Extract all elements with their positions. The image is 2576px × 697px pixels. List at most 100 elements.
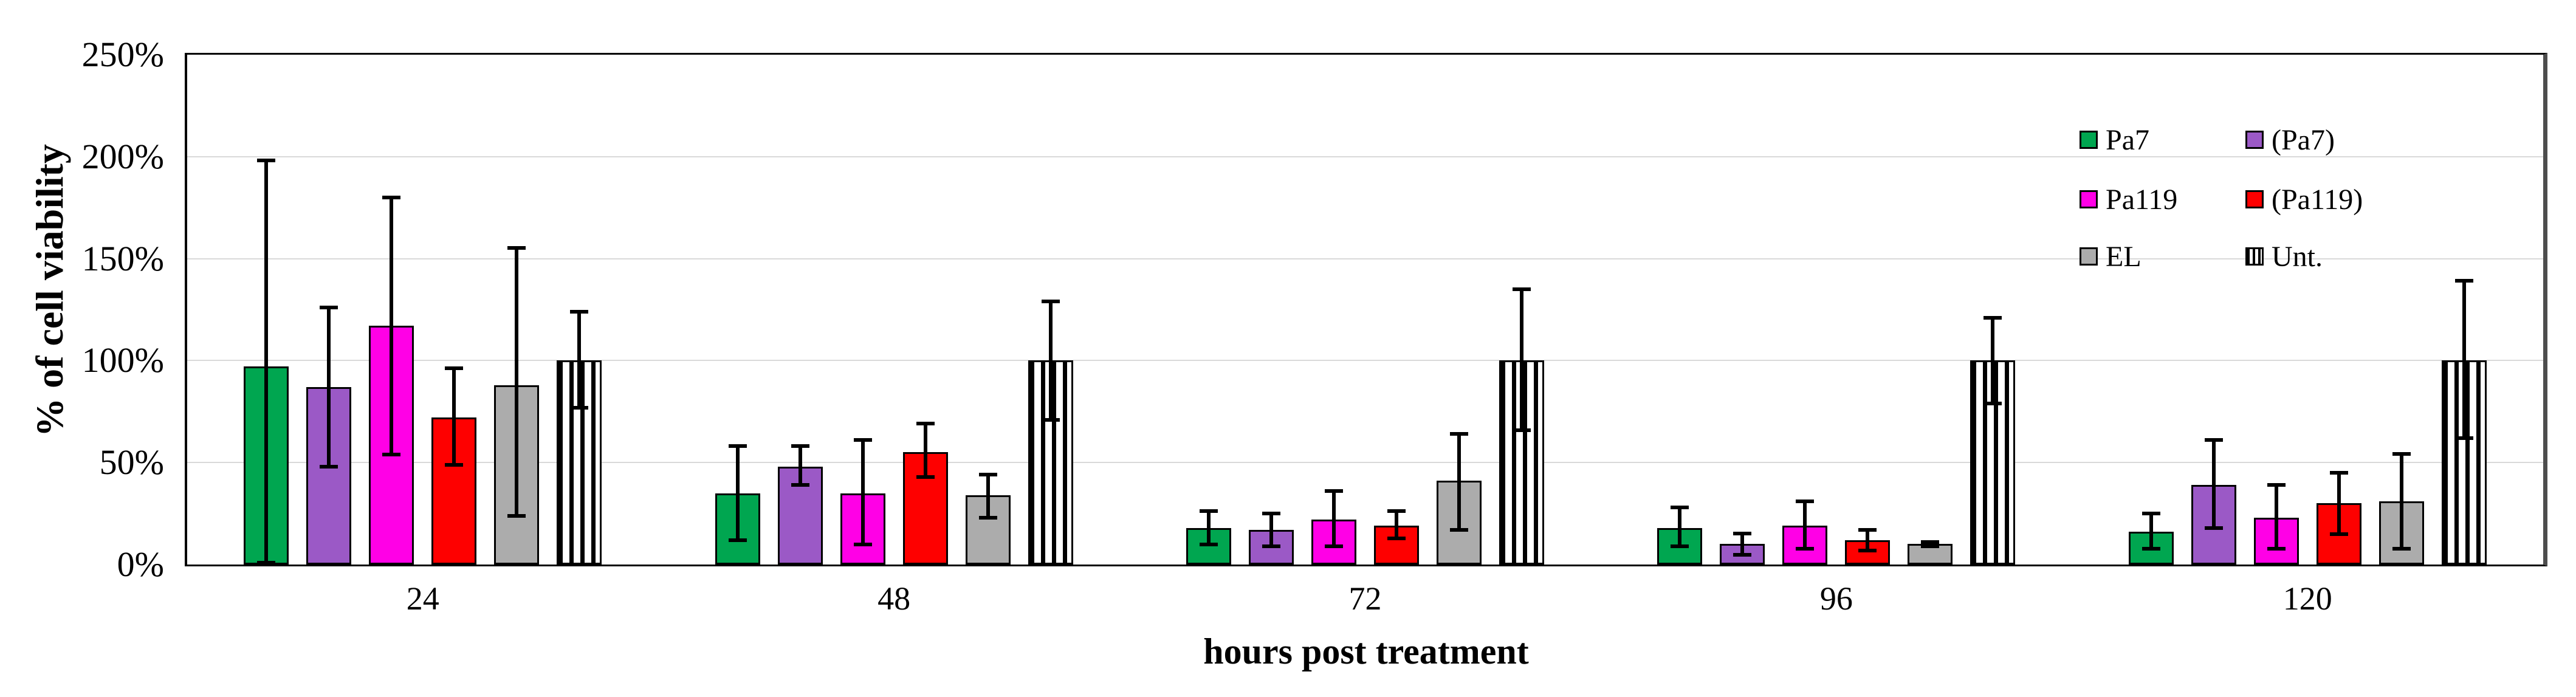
error-cap-top-Unt-96	[1984, 315, 2002, 320]
gridline-150	[187, 258, 2543, 259]
error-cap-bottom-Pa7-48	[791, 483, 809, 487]
bar-Unt-96	[1970, 360, 2016, 565]
plot-inner	[187, 55, 2543, 565]
bar-Unt-48	[1028, 360, 1073, 565]
error-cap-top-Pa119-96	[1796, 499, 1815, 503]
error-cap-top-EL-72	[1450, 431, 1468, 436]
error-bar-Pa7-24	[264, 159, 269, 565]
error-bar-Unt-120	[2462, 279, 2466, 441]
error-cap-bottom-Unt-120	[2454, 436, 2473, 441]
error-cap-top-Pa119-24	[445, 366, 464, 371]
legend-item-EL: EL	[2080, 239, 2142, 273]
bar-Pa7-72	[1186, 527, 1231, 565]
error-bar-Pa119-24	[452, 366, 456, 467]
error-cap-bottom-EL-24	[507, 513, 526, 518]
error-bar-EL-72	[1457, 431, 1461, 532]
y-tick-label-50: 50%	[99, 442, 164, 482]
error-cap-top-Unt-72	[1513, 287, 1531, 291]
error-cap-bottom-Pa119-72	[1325, 544, 1343, 549]
legend-label-Pa7: (Pa7)	[2272, 123, 2335, 156]
legend-label-Pa7: Pa7	[2106, 123, 2149, 156]
error-bar-Pa7-96	[1740, 532, 1745, 557]
legend-swatch-Pa7	[2080, 131, 2098, 149]
x-axis-title: hours post treatment	[1203, 631, 1529, 671]
legend-item-Pa119: Pa119	[2080, 182, 2177, 216]
y-axis-title: % of cell viability	[28, 144, 71, 437]
error-cap-bottom-Pa7-120	[2204, 526, 2223, 530]
error-cap-top-Pa7-24	[257, 159, 276, 163]
bar-Pa119-24	[431, 417, 477, 565]
error-cap-bottom-EL-120	[2392, 546, 2411, 551]
y-tick-label-200: 200%	[81, 136, 164, 176]
error-cap-bottom-Pa7-72	[1262, 544, 1280, 549]
error-cap-top-Pa119-24	[382, 195, 401, 199]
error-cap-bottom-Unt-48	[1041, 418, 1060, 422]
error-cap-bottom-Pa119-48	[853, 542, 872, 546]
x-tick-label-24: 24	[406, 580, 439, 617]
error-cap-bottom-Pa119-72	[1387, 536, 1406, 540]
error-bar-Pa7-48	[735, 444, 740, 543]
error-bar-EL-120	[2399, 452, 2403, 551]
legend-swatch-EL	[2080, 247, 2098, 266]
error-bar-Pa7-72	[1207, 509, 1211, 546]
error-cap-bottom-Pa7-48	[728, 538, 747, 543]
error-cap-top-Pa7-72	[1262, 511, 1280, 515]
error-bar-EL-48	[986, 472, 990, 520]
error-bar-Pa119-120	[2274, 482, 2278, 551]
legend-swatch-Pa119	[2245, 190, 2264, 208]
error-cap-bottom-Pa7-24	[257, 561, 276, 565]
error-bar-Pa119-72	[1395, 509, 1398, 540]
error-bar-Pa7-24	[327, 305, 331, 469]
legend-label-Pa119: (Pa119)	[2272, 183, 2363, 216]
gridline-100	[187, 360, 2543, 362]
error-cap-bottom-Pa119-24	[382, 453, 401, 457]
error-cap-top-Pa119-120	[2267, 482, 2286, 487]
error-cap-bottom-Pa7-72	[1200, 542, 1218, 546]
error-bar-EL-96	[1928, 540, 1932, 549]
error-cap-bottom-Unt-24	[570, 405, 589, 410]
error-cap-top-Pa7-120	[2204, 438, 2223, 442]
legend-swatch-Unt	[2245, 247, 2264, 266]
error-bar-Unt-96	[1991, 315, 1995, 406]
legend-label-EL: EL	[2106, 240, 2142, 273]
error-cap-bottom-EL-48	[978, 516, 997, 520]
error-cap-top-Pa7-48	[728, 444, 747, 448]
error-cap-top-Pa119-48	[916, 422, 935, 426]
error-bar-Pa119-48	[923, 422, 927, 479]
error-cap-bottom-Pa119-96	[1796, 546, 1815, 551]
error-bar-Unt-72	[1520, 287, 1523, 432]
error-cap-bottom-Unt-72	[1513, 428, 1531, 432]
error-cap-bottom-Pa119-120	[2329, 532, 2348, 537]
legend-swatch-Pa7	[2245, 131, 2264, 149]
error-cap-bottom-EL-96	[1921, 544, 1940, 549]
legend-item-Pa119: (Pa119)	[2245, 182, 2363, 216]
error-cap-top-Pa119-72	[1325, 489, 1343, 493]
error-bar-Pa7-72	[1269, 511, 1273, 549]
error-cap-top-Pa119-48	[853, 438, 872, 442]
error-cap-top-Pa7-24	[320, 305, 338, 309]
error-cap-bottom-Pa119-48	[916, 475, 935, 479]
error-cap-bottom-Pa119-120	[2267, 546, 2286, 551]
error-cap-bottom-Pa7-120	[2142, 546, 2160, 551]
error-cap-bottom-Pa7-24	[320, 465, 338, 469]
error-bar-Pa119-96	[1803, 499, 1807, 551]
y-tick-label-0: 0%	[117, 544, 164, 584]
legend-swatch-Pa119	[2080, 190, 2098, 208]
error-cap-bottom-EL-72	[1450, 528, 1468, 532]
error-bar-Pa119-24	[390, 195, 394, 457]
error-cap-top-Unt-120	[2454, 279, 2473, 283]
error-cap-top-EL-96	[1921, 540, 1940, 544]
error-bar-Pa7-48	[798, 444, 802, 487]
error-bar-Pa119-96	[1866, 527, 1870, 552]
x-tick-label-96: 96	[1819, 580, 1853, 617]
legend-label-Pa119: Pa119	[2106, 183, 2178, 216]
error-cap-top-Unt-48	[1041, 299, 1060, 303]
error-cap-top-Pa119-96	[1858, 527, 1877, 532]
error-cap-top-Pa119-120	[2329, 470, 2348, 475]
legend-item-Pa7: Pa7	[2080, 123, 2149, 157]
error-bar-Pa7-120	[2211, 438, 2216, 530]
error-bar-Pa119-48	[860, 438, 865, 546]
error-cap-top-EL-120	[2392, 452, 2411, 456]
error-cap-top-Pa7-96	[1671, 505, 1689, 509]
